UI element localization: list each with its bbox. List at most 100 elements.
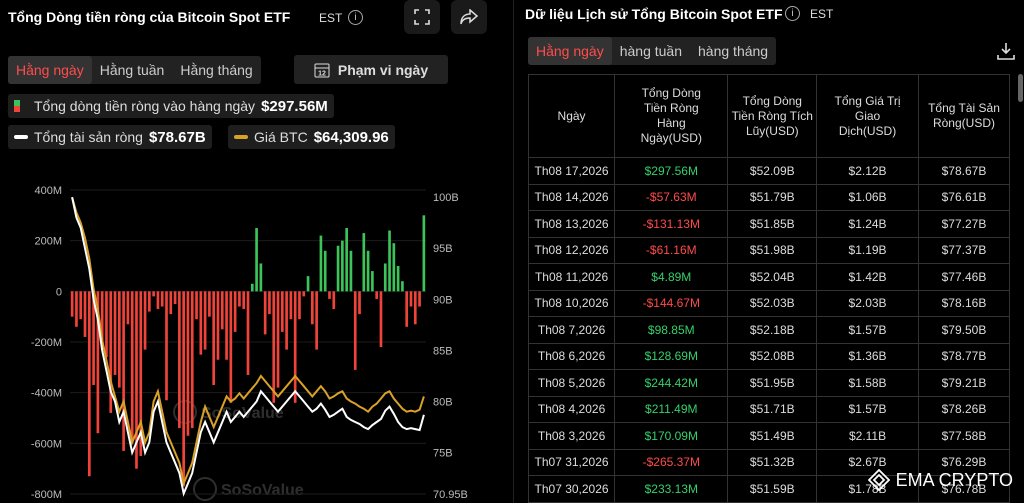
flow-bar[interactable] [83, 291, 87, 337]
flow-chart[interactable]: SoSoValue SoSoValue 400M 200M 0 -200M -400M -6… [0, 173, 510, 503]
flow-bar[interactable] [311, 291, 314, 325]
flow-bar[interactable] [401, 281, 404, 292]
flow-bar[interactable] [225, 291, 228, 360]
col-date[interactable]: Ngày [527, 74, 616, 158]
flow-bar[interactable] [126, 291, 130, 325]
flow-bar[interactable] [349, 250, 353, 292]
flow-bar[interactable] [422, 215, 426, 292]
flow-bar[interactable] [332, 291, 336, 310]
flow-bar[interactable] [358, 291, 361, 315]
table-row[interactable]: Th08 12,2026 -$61.16M $51.98B $1.19B $77.37B [527, 236, 1011, 264]
flow-bar[interactable] [362, 233, 366, 292]
table-row[interactable]: Th08 17,2026 $297.56M $52.09B $2.12B $78.67B [527, 157, 1011, 185]
tab-daily[interactable]: Hằng ngày [8, 56, 92, 84]
flow-bar[interactable] [409, 291, 413, 307]
flow-bar[interactable] [199, 291, 203, 355]
flow-bar[interactable] [186, 291, 190, 436]
flow-bar[interactable] [92, 291, 95, 386]
flow-bar[interactable] [190, 291, 194, 429]
flow-bar[interactable] [238, 291, 241, 307]
flow-bar[interactable] [70, 291, 74, 317]
table-row[interactable]: Th08 14,2026 -$57.63M $51.79B $1.06B $76.61B [527, 183, 1011, 211]
flow-bar[interactable] [182, 291, 185, 487]
flow-bar[interactable] [371, 271, 374, 292]
legend-daily[interactable]: Tổng dòng tiền ròng vào hàng ngày $297.5… [8, 94, 334, 118]
col-volume[interactable]: Tổng Giá Trị Giao Dịch(USD) [816, 74, 919, 158]
col-net-assets[interactable]: Tổng Tài Sản Ròng(USD) [917, 74, 1011, 158]
flow-bar[interactable] [285, 291, 288, 350]
flow-bar[interactable] [113, 291, 117, 375]
table-tab-weekly[interactable]: hàng tuần [619, 43, 683, 59]
flow-bar[interactable] [208, 291, 211, 317]
flow-bar[interactable] [100, 291, 104, 350]
flow-bar[interactable] [173, 291, 177, 304]
flow-bar[interactable] [233, 291, 237, 332]
flow-bar[interactable] [293, 291, 297, 403]
flow-bar[interactable] [143, 291, 147, 350]
btc-price-line[interactable] [71, 196, 425, 487]
table-row[interactable]: Th08 3,2026 $170.09M $51.49B $2.11B $77.58B [527, 422, 1011, 450]
flow-bar[interactable] [246, 291, 250, 375]
flow-bar[interactable] [315, 291, 318, 350]
table-row[interactable]: Th07 31,2026 -$265.37M $51.32B $2.67B $76.29… [527, 448, 1011, 476]
net-assets-line[interactable] [71, 196, 425, 497]
flow-bar[interactable] [298, 291, 301, 320]
flow-bar[interactable] [109, 291, 113, 413]
flow-bar[interactable] [96, 291, 100, 434]
table-info-icon[interactable]: i [785, 6, 800, 21]
table-row[interactable]: Th08 11,2026 $4.89M $52.04B $1.42B $77.46B [527, 263, 1011, 291]
flow-bar[interactable] [306, 276, 310, 292]
flow-bar[interactable] [216, 291, 220, 360]
flow-bar[interactable] [396, 266, 400, 292]
flow-bar[interactable] [87, 291, 91, 477]
flow-bar[interactable] [79, 291, 83, 320]
flow-bar[interactable] [135, 291, 138, 469]
flow-bar[interactable] [383, 263, 387, 292]
flow-bar[interactable] [156, 291, 160, 310]
flow-bar[interactable] [345, 228, 348, 292]
flow-bar[interactable] [341, 240, 344, 292]
flow-bar[interactable] [250, 283, 254, 292]
flow-bar[interactable] [413, 291, 417, 325]
flow-bar[interactable] [263, 291, 267, 335]
flow-bar[interactable] [165, 291, 168, 401]
fullscreen-button[interactable] [404, 0, 440, 34]
col-cumulative[interactable]: Tổng Dòng Tiền Ròng Tích Lũy(USD) [727, 74, 818, 158]
table-row[interactable]: Th08 7,2026 $98.85M $52.18B $1.57B $79.50B [527, 316, 1011, 344]
flow-bar[interactable] [139, 291, 143, 456]
flow-bar[interactable] [302, 291, 306, 297]
flow-bar[interactable] [229, 291, 233, 403]
flow-bar[interactable] [280, 291, 284, 332]
info-icon[interactable]: i [348, 10, 363, 25]
table-tab-daily[interactable]: Hằng ngày [528, 37, 612, 65]
scrollbar[interactable] [1018, 74, 1023, 102]
col-daily-flow[interactable]: Tổng Dòng Tiền Ròng Hàng Ngày(USD) [614, 74, 729, 158]
table-row[interactable]: Th08 6,2026 $128.69M $52.08B $1.36B $78.77B [527, 342, 1011, 370]
flow-bar[interactable] [323, 250, 327, 292]
share-button[interactable] [451, 0, 487, 34]
table-row[interactable]: Th08 10,2026 -$144.67M $52.03B $2.03B $78.16… [527, 289, 1011, 317]
flow-bar[interactable] [418, 291, 421, 307]
flow-bar[interactable] [105, 291, 108, 358]
legend-assets[interactable]: Tổng tài sản ròng $78.67B [8, 125, 212, 149]
flow-bar[interactable] [169, 291, 173, 315]
download-icon[interactable] [997, 42, 1015, 60]
flow-bar[interactable] [353, 291, 357, 370]
flow-bar[interactable] [220, 291, 224, 330]
flow-bar[interactable] [160, 291, 164, 307]
flow-bar[interactable] [130, 291, 134, 444]
flow-bar[interactable] [366, 250, 370, 292]
flow-bar[interactable] [152, 291, 155, 297]
legend-btc[interactable]: Giá BTC $64,309.96 [228, 125, 395, 149]
flow-bar[interactable] [212, 291, 216, 386]
flow-bar[interactable] [203, 291, 207, 350]
flow-bar[interactable] [75, 291, 78, 327]
flow-bar[interactable] [268, 291, 271, 315]
flow-bar[interactable] [276, 291, 280, 388]
flow-bar[interactable] [392, 243, 396, 292]
flow-bar[interactable] [379, 291, 383, 348]
flow-bar[interactable] [242, 291, 246, 310]
table-tab-monthly[interactable]: hàng tháng [698, 43, 769, 59]
flow-bar[interactable] [319, 235, 323, 292]
flow-bar[interactable] [195, 291, 198, 320]
